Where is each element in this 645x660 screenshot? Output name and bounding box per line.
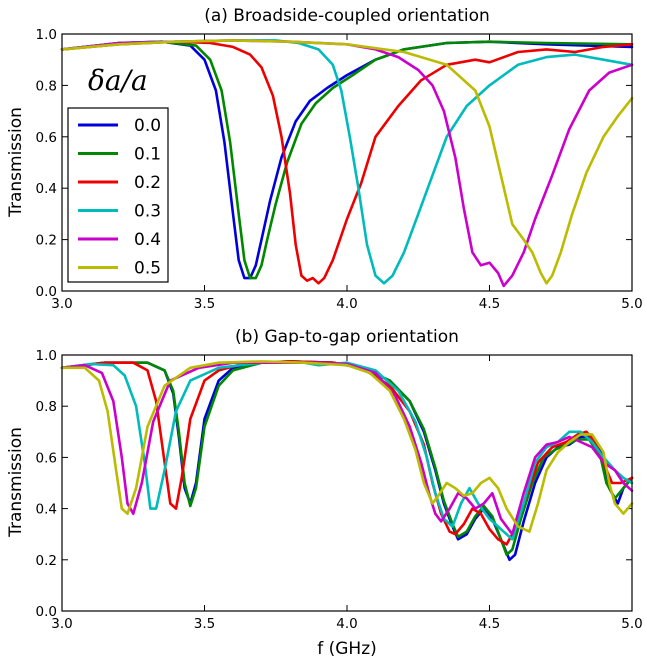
panel-a-ticks: 3.0 3.5 4.0 4.5 5.0 0.0 0.2 0.4 0.6 0.8 1.0 (36, 27, 643, 312)
panel-a-series-line-0.1 (60, 40, 634, 280)
panel-b-xtick-label: 3.5 (194, 616, 215, 632)
panel-a-ytick-label: 0.0 (36, 284, 57, 300)
panel-a-frame (61, 33, 633, 292)
panel-b-ylabel: Transmission (6, 427, 26, 538)
panel-a-title: (a) Broadside-coupled orientation (204, 6, 490, 26)
panel-b-series-line-0.4 (60, 361, 634, 536)
panel-b-ytick-label: 0.4 (36, 502, 57, 518)
legend-box (67, 107, 169, 283)
panel-b-ytick-label: 0.2 (36, 553, 57, 569)
panel-a-ytick-label: 0.4 (36, 181, 57, 197)
legend-label-0.2: 0.2 (134, 173, 161, 193)
panel-b-ytick-label: 0.0 (36, 604, 57, 620)
panel-b: (b) Gap-to-gap orientation Transmission … (6, 327, 643, 659)
panel-b-ytick-label: 1.0 (36, 348, 57, 364)
panel-a-xtick-label: 4.0 (336, 296, 357, 312)
panel-a-ytick-label: 0.2 (36, 233, 57, 249)
legend-label-0.4: 0.4 (134, 230, 161, 250)
panel-a-xtick-label: 3.0 (51, 296, 72, 312)
panel-b-title: (b) Gap-to-gap orientation (235, 327, 459, 347)
panel-a-xtick-label: 5.0 (621, 296, 642, 312)
legend-label-0.3: 0.3 (134, 202, 161, 222)
panel-a-ytick-label: 0.6 (36, 130, 57, 146)
panel-b-series (60, 360, 634, 562)
legend-label-0.0: 0.0 (134, 116, 161, 136)
panel-b-xtick-label: 5.0 (621, 616, 642, 632)
panel-b-ytick-label: 0.6 (36, 450, 57, 466)
panel-a-xtick-label: 3.5 (194, 296, 215, 312)
panel-a: (a) Broadside-coupled orientation Transm… (6, 6, 643, 312)
panel-b-xtick-label: 4.5 (479, 616, 500, 632)
legend-label-0.1: 0.1 (134, 145, 161, 165)
panel-b-series-line-0.3 (60, 361, 634, 541)
panel-b-ticks: 3.0 3.5 4.0 4.5 5.0 0.0 0.2 0.4 0.6 0.8 1.0 (36, 348, 643, 632)
legend: δa/a 0.0 0.1 0.2 0.3 0.4 0.5 (67, 64, 169, 283)
panel-b-ytick-label: 0.8 (36, 399, 57, 415)
panel-b-xtick-label: 4.0 (336, 616, 357, 632)
legend-label-0.5: 0.5 (134, 259, 161, 279)
panel-a-series-line-0.5 (60, 39, 634, 285)
panel-b-series-line-0.0 (60, 360, 634, 562)
panel-b-frame (61, 354, 633, 612)
panel-a-ytick-label: 0.8 (36, 78, 57, 94)
legend-entries: 0.0 0.1 0.2 0.3 0.4 0.5 (78, 116, 161, 279)
panel-a-ylabel: Transmission (6, 107, 26, 218)
panel-a-ytick-label: 1.0 (36, 27, 57, 43)
panel-a-series-line-0.2 (60, 40, 634, 285)
panel-a-series (60, 39, 634, 288)
panel-a-xtick-label: 4.5 (479, 296, 500, 312)
panel-b-series-line-0.5 (60, 360, 634, 533)
panel-b-xlabel: f (GHz) (317, 639, 377, 659)
legend-title: δa/a (88, 64, 148, 97)
panel-b-xtick-label: 3.0 (51, 616, 72, 632)
